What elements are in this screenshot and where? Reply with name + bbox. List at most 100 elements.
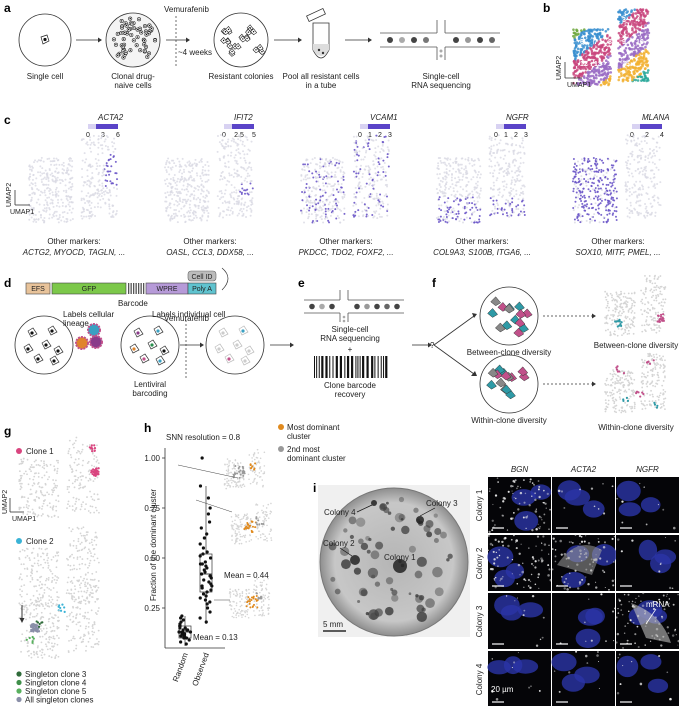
umap-point — [454, 193, 457, 196]
umap-point — [648, 355, 651, 358]
umap-point — [606, 377, 609, 380]
umap-point — [321, 189, 324, 192]
umap-point — [315, 180, 318, 183]
umap-point — [219, 174, 222, 177]
umap-point — [620, 381, 623, 384]
umap-point — [452, 161, 455, 164]
umap-point — [191, 219, 194, 222]
umap-point — [615, 197, 618, 200]
umap-point — [382, 168, 385, 171]
other-markers-label: Other markers: — [47, 237, 100, 246]
umap-point — [604, 296, 607, 299]
umap-point — [373, 154, 376, 157]
umap-point — [631, 405, 633, 408]
cluster-point — [617, 46, 620, 50]
umap-point — [182, 213, 185, 216]
umap-point — [600, 213, 603, 216]
cluster-point — [589, 65, 593, 69]
umap-point — [62, 172, 65, 175]
cluster-point — [606, 34, 609, 37]
umap-point — [573, 166, 576, 169]
umap-point — [593, 213, 596, 216]
cluster-point — [606, 43, 610, 46]
umap-point — [228, 202, 231, 205]
umap-point — [86, 175, 89, 178]
cluster-label: 10 — [636, 39, 644, 46]
umap-point — [655, 284, 658, 287]
umap-point — [43, 467, 46, 470]
umap-point — [235, 189, 238, 192]
umap-point — [54, 177, 57, 180]
umap-point — [44, 548, 47, 551]
umap-point — [455, 218, 458, 221]
umap-point — [87, 510, 90, 512]
cluster-point — [638, 59, 642, 63]
umap-point — [629, 163, 632, 166]
cluster-label: 14 — [608, 61, 616, 68]
umap-point — [72, 446, 75, 449]
umap-point — [504, 154, 507, 157]
umap-point — [583, 157, 586, 160]
umap-point — [476, 192, 479, 195]
umap-point — [226, 201, 229, 204]
cluster-point — [573, 41, 577, 45]
cluster-point — [588, 29, 592, 33]
umap-point — [624, 315, 627, 318]
umap-point — [88, 477, 91, 480]
umap-point — [303, 189, 306, 192]
umap-point — [629, 323, 632, 326]
umap-point — [649, 394, 651, 396]
umap-point — [357, 209, 360, 212]
umap-point — [232, 138, 235, 141]
barcode-bar — [314, 356, 315, 378]
umap-point — [627, 329, 630, 332]
umap-point — [26, 513, 29, 516]
umap-point — [651, 155, 654, 158]
umap-point — [522, 161, 525, 164]
cluster-point — [619, 35, 623, 38]
umap-point — [79, 452, 82, 455]
umap-point — [33, 219, 36, 222]
umap-point — [645, 319, 648, 322]
umap-point — [101, 192, 104, 195]
umap-point — [452, 187, 455, 190]
highlight-point — [91, 472, 94, 476]
umap-point — [201, 209, 204, 212]
umap-point — [457, 168, 460, 171]
umap-point — [439, 190, 442, 193]
umap-point — [626, 404, 628, 407]
umap-point — [237, 143, 240, 146]
umap-point — [69, 196, 72, 199]
umap-point — [604, 391, 606, 393]
umap-point — [172, 176, 175, 179]
f-between-label: Between-clone diversity — [467, 348, 551, 357]
umap-point — [226, 208, 229, 211]
umap-point — [368, 183, 371, 186]
cluster-point — [646, 36, 650, 40]
cluster-point — [632, 72, 636, 76]
umap-point — [68, 208, 71, 211]
umap-point — [240, 175, 243, 178]
umap-point — [82, 459, 85, 462]
umap-point — [620, 290, 622, 293]
umap-point — [623, 320, 626, 322]
umap-point — [354, 186, 357, 189]
umap-point — [321, 200, 324, 203]
umap-point — [313, 201, 316, 204]
umap-point — [188, 160, 191, 163]
umap-point — [464, 166, 467, 169]
umap-point — [581, 182, 584, 185]
umap-point — [439, 156, 442, 159]
umap-point — [595, 160, 598, 163]
umap-point — [620, 328, 623, 331]
umap-point — [353, 212, 356, 215]
umap-point — [49, 202, 52, 205]
umap-point — [643, 309, 646, 312]
umap-point — [233, 202, 236, 205]
umap-point — [618, 382, 620, 384]
umap-point — [519, 157, 522, 160]
umap-point — [20, 595, 23, 598]
umap-point — [479, 165, 482, 168]
umap-point — [90, 552, 92, 555]
umap-point — [305, 186, 308, 189]
